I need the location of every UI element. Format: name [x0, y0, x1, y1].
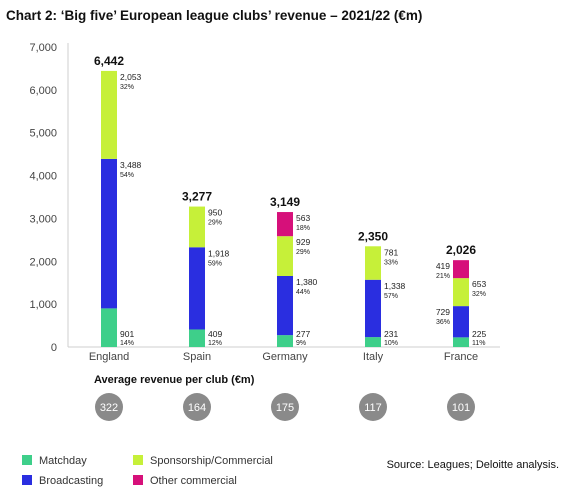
average-revenue-value: 101: [452, 402, 470, 414]
segment-percent-label: 11%: [472, 340, 486, 347]
legend: Matchday Sponsorship/Commercial Broadcasti…: [22, 455, 273, 487]
segment-percent-label: 59%: [208, 260, 222, 267]
bar-segment-other-commercial: [277, 212, 293, 237]
x-category-label: England: [89, 351, 129, 363]
average-revenue-value: 175: [276, 402, 294, 414]
segment-value-label: 1,380: [296, 277, 318, 287]
legend-label: Sponsorship/Commercial: [150, 455, 273, 467]
y-tick-label: 2,000: [29, 256, 57, 268]
chart-title: Chart 2: ‘Big five’ European league club…: [6, 8, 422, 23]
y-tick-label: 3,000: [29, 213, 57, 225]
x-category-label: Italy: [363, 351, 384, 363]
segment-value-label: 901: [120, 329, 134, 339]
bar-segment-broadcasting: [365, 279, 381, 338]
legend-swatch: [22, 455, 32, 465]
bar-segment-matchday: [101, 308, 117, 347]
segment-percent-label: 36%: [436, 319, 450, 326]
segment-percent-label: 29%: [296, 249, 310, 256]
bar-total-label: 6,442: [94, 54, 124, 68]
segment-percent-label: 21%: [436, 273, 450, 280]
segment-value-label: 653: [472, 279, 486, 289]
segment-percent-label: 54%: [120, 172, 134, 179]
segment-percent-label: 29%: [208, 220, 222, 227]
segment-value-label: 409: [208, 329, 222, 339]
segment-value-label: 1,338: [384, 281, 406, 291]
segment-percent-label: 14%: [120, 340, 134, 347]
segment-percent-label: 18%: [296, 225, 310, 232]
bar-segment-sponsorship-commercial: [365, 246, 381, 280]
segment-value-label: 277: [296, 329, 310, 339]
segment-value-label: 781: [384, 247, 398, 257]
bar-segment-broadcasting: [189, 247, 205, 330]
bar-segment-matchday: [365, 337, 381, 347]
segment-percent-label: 33%: [384, 259, 398, 266]
bar-segment-matchday: [453, 337, 469, 347]
segment-percent-label: 44%: [296, 289, 310, 296]
bar-total-label: 2,026: [446, 243, 476, 257]
average-revenue-title: Average revenue per club (€m): [94, 374, 255, 386]
segment-value-label: 231: [384, 329, 398, 339]
segment-value-label: 929: [296, 237, 310, 247]
bar-segment-matchday: [189, 329, 205, 347]
y-tick-label: 1,000: [29, 299, 57, 311]
segment-value-label: 729: [436, 307, 450, 317]
y-tick-label: 4,000: [29, 171, 57, 183]
segment-value-label: 225: [472, 329, 486, 339]
segment-value-label: 950: [208, 208, 222, 218]
average-revenue-circle: [95, 393, 123, 421]
y-axis: 0 1,000 2,000 3,000 4,000 5,000 6,000 7,000: [29, 42, 500, 354]
average-revenue-circle: [359, 393, 387, 421]
legend-swatch: [22, 475, 32, 485]
bar-segment-other-commercial: [453, 260, 469, 279]
legend-swatch: [133, 475, 143, 485]
average-revenue-circle: [183, 393, 211, 421]
bar-segment-sponsorship-commercial: [101, 70, 117, 159]
bar-segment-broadcasting: [101, 158, 117, 309]
legend-label: Other commercial: [150, 475, 237, 487]
legend-label: Matchday: [39, 455, 87, 467]
bar-total-label: 3,277: [182, 190, 212, 204]
segment-percent-label: 32%: [472, 291, 486, 298]
y-tick-label: 0: [51, 342, 57, 354]
segment-value-label: 1,918: [208, 248, 230, 258]
x-category-label: Germany: [262, 351, 308, 363]
average-revenue-circle: [271, 393, 299, 421]
segment-percent-label: 57%: [384, 293, 398, 300]
segment-value-label: 2,053: [120, 72, 142, 82]
source-note: Source: Leagues; Deloitte analysis.: [387, 459, 559, 471]
bars: [101, 70, 469, 347]
x-category-label: France: [444, 351, 478, 363]
average-revenue-value: 164: [188, 402, 206, 414]
y-tick-label: 6,000: [29, 85, 57, 97]
segment-percent-label: 10%: [384, 340, 398, 347]
legend-swatch: [133, 455, 143, 465]
segment-percent-label: 32%: [120, 84, 134, 91]
legend-label: Broadcasting: [39, 475, 103, 487]
x-category-label: Spain: [183, 351, 211, 363]
bar-segment-sponsorship-commercial: [277, 236, 293, 276]
average-revenue-value: 322: [100, 402, 118, 414]
segment-value-label: 3,488: [120, 160, 142, 170]
segment-value-label: 563: [296, 213, 310, 223]
average-revenue-value: 117: [364, 402, 382, 414]
segment-value-label: 419: [436, 261, 450, 271]
bar-total-label: 2,350: [358, 229, 388, 243]
bar-total-label: 3,149: [270, 195, 300, 209]
bar-segment-sponsorship-commercial: [189, 206, 205, 248]
segment-percent-label: 12%: [208, 340, 222, 347]
average-revenue-row: 322 164 175 117 101: [95, 393, 475, 421]
average-revenue-circle: [447, 393, 475, 421]
y-tick-label: 7,000: [29, 42, 57, 54]
segment-percent-label: 9%: [296, 340, 306, 347]
bar-segment-matchday: [277, 335, 293, 347]
bar-segment-sponsorship-commercial: [453, 278, 469, 307]
bar-segment-broadcasting: [453, 306, 469, 338]
bar-segment-broadcasting: [277, 275, 293, 336]
y-tick-label: 5,000: [29, 128, 57, 140]
